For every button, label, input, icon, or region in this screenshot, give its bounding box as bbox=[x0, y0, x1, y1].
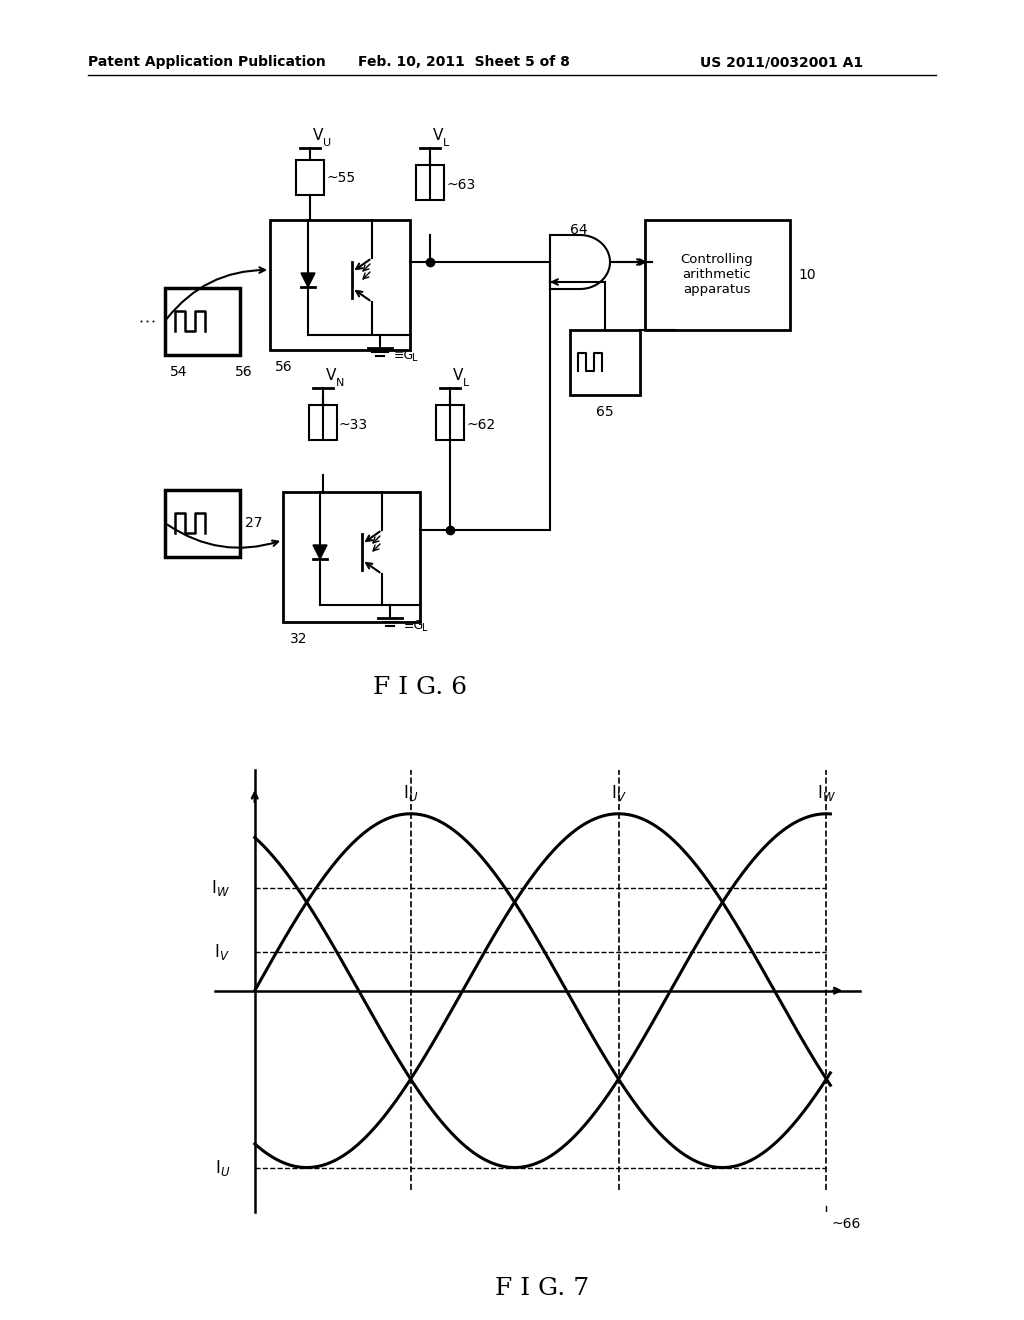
Text: U: U bbox=[323, 139, 331, 148]
Text: arithmetic: arithmetic bbox=[683, 268, 752, 281]
Text: I$_V$: I$_V$ bbox=[214, 941, 230, 962]
Bar bbox=[165, 490, 240, 557]
Bar bbox=[165, 288, 240, 355]
Text: 54: 54 bbox=[170, 366, 187, 379]
Text: 27: 27 bbox=[245, 516, 262, 531]
Text: Patent Application Publication: Patent Application Publication bbox=[88, 55, 326, 69]
Text: 64: 64 bbox=[570, 223, 588, 238]
Bar bbox=[270, 220, 410, 350]
Text: ≡G: ≡G bbox=[404, 619, 424, 632]
Text: L: L bbox=[463, 378, 469, 388]
Bar bbox=[309, 405, 337, 440]
Text: ~63: ~63 bbox=[446, 178, 475, 191]
Text: V: V bbox=[313, 128, 324, 143]
Text: ~62: ~62 bbox=[466, 418, 496, 432]
Text: ~55: ~55 bbox=[326, 170, 355, 185]
Bar bbox=[570, 330, 640, 395]
Text: 56: 56 bbox=[234, 366, 253, 379]
Text: 10: 10 bbox=[798, 268, 816, 282]
Text: US 2011/0032001 A1: US 2011/0032001 A1 bbox=[700, 55, 863, 69]
Text: L: L bbox=[443, 139, 450, 148]
Bar bbox=[436, 405, 464, 440]
Text: Feb. 10, 2011  Sheet 5 of 8: Feb. 10, 2011 Sheet 5 of 8 bbox=[358, 55, 570, 69]
Text: V: V bbox=[326, 368, 336, 383]
Text: ~33: ~33 bbox=[339, 418, 368, 432]
Text: V: V bbox=[453, 368, 464, 383]
Bar bbox=[416, 165, 444, 201]
Text: I$_W$: I$_W$ bbox=[211, 878, 230, 898]
Text: N: N bbox=[336, 378, 344, 388]
Text: 65: 65 bbox=[596, 405, 613, 418]
Text: apparatus: apparatus bbox=[683, 284, 751, 297]
Text: 32: 32 bbox=[290, 632, 307, 645]
Text: I$_V$: I$_V$ bbox=[610, 783, 627, 803]
Text: 56: 56 bbox=[275, 360, 293, 374]
Bar bbox=[283, 492, 420, 622]
Text: I$_U$: I$_U$ bbox=[215, 1158, 230, 1177]
Text: ≡G: ≡G bbox=[394, 348, 415, 362]
Bar bbox=[645, 220, 790, 330]
Text: F I G. 6: F I G. 6 bbox=[373, 676, 467, 700]
Text: L: L bbox=[422, 623, 427, 634]
Text: I$_U$: I$_U$ bbox=[403, 783, 419, 803]
Polygon shape bbox=[301, 273, 315, 286]
Text: L: L bbox=[412, 352, 418, 363]
Text: I$_W$: I$_W$ bbox=[817, 783, 836, 803]
Text: ~66: ~66 bbox=[831, 1217, 861, 1232]
Polygon shape bbox=[313, 545, 327, 558]
Text: V: V bbox=[433, 128, 443, 143]
Bar bbox=[296, 160, 324, 195]
Text: Controlling: Controlling bbox=[681, 253, 754, 267]
Text: F I G. 7: F I G. 7 bbox=[496, 1278, 590, 1300]
